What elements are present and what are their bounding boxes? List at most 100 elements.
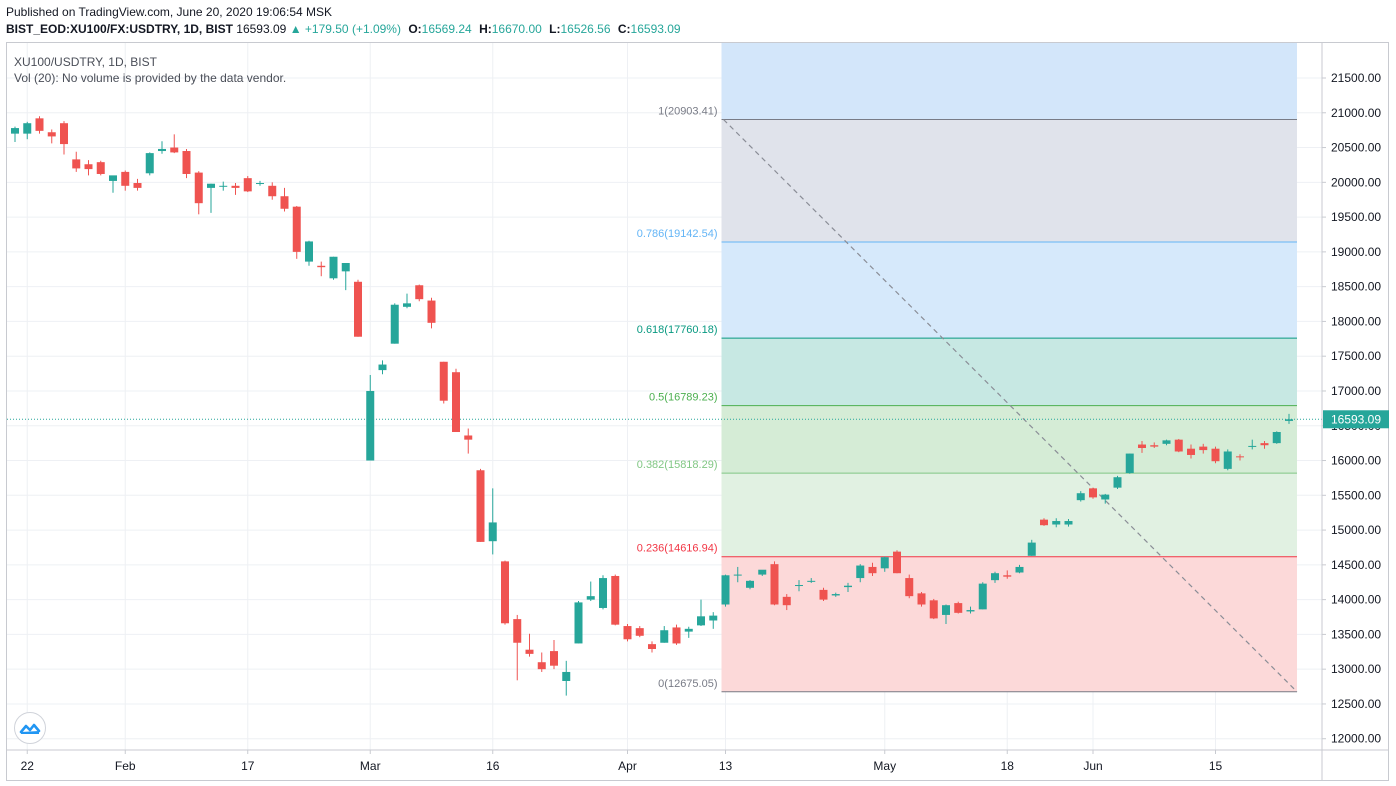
- candle-body: [109, 175, 117, 181]
- candle-body: [1052, 521, 1061, 525]
- candle-body: [1015, 566, 1024, 573]
- tradingview-logo-icon[interactable]: [14, 712, 46, 744]
- candle-body: [194, 172, 203, 204]
- candle-body: [158, 148, 166, 152]
- candle-body: [243, 178, 252, 192]
- y-tick-label: 19000.00: [1331, 245, 1381, 259]
- candle-body: [219, 185, 228, 187]
- candle-body: [415, 285, 424, 300]
- candle-body: [942, 605, 950, 615]
- candle-body: [464, 435, 473, 440]
- candle-body: [11, 128, 19, 134]
- close-value: 16593.09: [630, 22, 681, 36]
- candle-body: [1211, 448, 1220, 462]
- y-tick-label: 12000.00: [1331, 732, 1381, 746]
- candle-body: [341, 263, 350, 272]
- candle-body: [562, 671, 571, 681]
- candle-body: [746, 580, 754, 588]
- candle-body: [574, 602, 583, 644]
- candle-body: [366, 390, 375, 461]
- candle-body: [329, 256, 338, 279]
- x-tick-label: Jun: [1083, 759, 1102, 773]
- y-tick-label: 13500.00: [1331, 627, 1381, 641]
- candle-body: [145, 153, 154, 174]
- candle-body: [35, 118, 44, 131]
- candle-body: [268, 185, 277, 197]
- open-label: O:: [408, 22, 422, 36]
- candle-body: [856, 565, 865, 579]
- candle-body: [427, 300, 436, 323]
- y-tick-label: 18000.00: [1331, 314, 1381, 328]
- candle-body: [537, 662, 546, 670]
- candle-body: [1076, 493, 1085, 501]
- y-tick-label: 12500.00: [1331, 697, 1381, 711]
- candle-body: [513, 619, 522, 643]
- candle-body: [782, 596, 791, 606]
- fib-level-label: 0(12675.05): [658, 678, 717, 690]
- x-tick-label: 16: [486, 759, 500, 773]
- fib-zone: [721, 473, 1297, 557]
- y-tick-label: 21500.00: [1331, 71, 1381, 85]
- candle-body: [476, 470, 485, 542]
- candle-body: [378, 364, 387, 371]
- candle-body: [1027, 542, 1036, 556]
- price-change: ▲ +179.50 (+1.09%): [289, 22, 401, 36]
- candle-body: [660, 630, 669, 643]
- candle-body: [501, 561, 509, 624]
- low-label: L:: [549, 22, 561, 36]
- candle-body: [1174, 439, 1183, 452]
- candle-body: [611, 575, 620, 625]
- candle-body: [1223, 451, 1232, 469]
- y-tick-label: 17000.00: [1331, 384, 1381, 398]
- candle-body: [133, 183, 142, 188]
- candle-body: [1260, 443, 1269, 446]
- y-tick-label: 20500.00: [1331, 141, 1381, 155]
- candle-body: [305, 241, 313, 262]
- candle-body: [23, 123, 32, 134]
- y-tick-label: 15000.00: [1331, 523, 1381, 537]
- y-tick-label: 14500.00: [1331, 558, 1381, 572]
- candle-body: [770, 564, 779, 605]
- y-tick-label: 20000.00: [1331, 175, 1381, 189]
- x-tick-label: 22: [21, 759, 35, 773]
- candle-body: [182, 151, 191, 174]
- candle-body: [880, 557, 889, 569]
- candle-body: [1187, 448, 1195, 455]
- candle-body: [697, 616, 705, 626]
- fib-zone: [721, 241, 1297, 339]
- last-price-label: 16593.09: [1331, 412, 1381, 426]
- candle-body: [599, 578, 607, 608]
- candle-body: [807, 580, 816, 582]
- candle-body: [403, 303, 411, 307]
- candle-body: [550, 651, 558, 666]
- fib-level-label: 0.382(15818.29): [637, 459, 718, 471]
- candle-body: [1199, 446, 1208, 451]
- candle-body: [96, 162, 105, 174]
- low-value: 16526.56: [560, 22, 611, 36]
- candle-body: [929, 600, 938, 619]
- candle-body: [1064, 521, 1073, 525]
- candle-body: [525, 649, 534, 654]
- candle-body: [1150, 445, 1159, 447]
- candle-body: [1236, 456, 1244, 458]
- fib-level-label: 0.618(17760.18): [637, 324, 718, 336]
- candle-body: [905, 578, 914, 597]
- candle-body: [831, 594, 840, 596]
- x-tick-label: 15: [1209, 759, 1223, 773]
- candle-body: [978, 583, 987, 610]
- candle-body: [256, 183, 264, 185]
- y-tick-label: 15500.00: [1331, 488, 1381, 502]
- high-value: 16670.00: [491, 22, 542, 36]
- x-tick-label: Feb: [115, 759, 136, 773]
- y-tick-label: 16000.00: [1331, 454, 1381, 468]
- candle-body: [121, 171, 130, 186]
- y-tick-label: 13000.00: [1331, 662, 1381, 676]
- fib-level-label: 1(20903.41): [658, 105, 717, 117]
- candle-body: [795, 585, 803, 587]
- candle-body: [207, 183, 215, 188]
- x-tick-label: 17: [241, 759, 255, 773]
- candle-body: [954, 603, 963, 613]
- chart-legend-title: XU100/USDTRY, 1D, BIST: [14, 55, 157, 69]
- candle-body: [390, 304, 399, 344]
